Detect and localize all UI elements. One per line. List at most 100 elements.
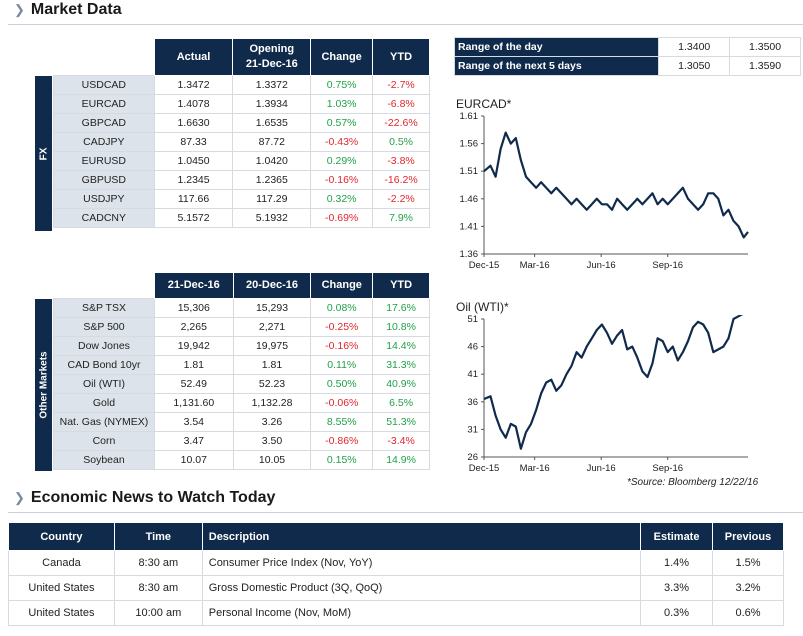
market-label: CAD Bond 10yr [53, 355, 155, 375]
range-high: 1.3500 [729, 37, 801, 57]
fx-actual-value: 1.2345 [153, 170, 234, 190]
fx-change-value: 0.32% [310, 189, 374, 209]
news-time: 10:00 am [113, 600, 203, 626]
market-value-previous: 1.81 [232, 355, 312, 375]
market-value-previous: 15,293 [232, 298, 312, 318]
market-row: S&P 500 2,265 2,271 -0.25% 10.8% [53, 317, 430, 337]
oil-y-tick-label: 26 [467, 452, 478, 463]
market-value-previous: 2,271 [232, 317, 312, 337]
range-row: Range of the day 1.3400 1.3500 [453, 37, 801, 57]
fx-pair-label: GBPUSD [53, 170, 155, 190]
news-table: Country Time Description Estimate Previo… [8, 522, 784, 626]
fx-actual-value: 117.66 [153, 189, 234, 209]
market-change-value: 0.08% [310, 298, 374, 318]
other-header-date1: 21-Dec-16 [153, 272, 234, 299]
other-header-ytd: YTD [372, 272, 430, 299]
fx-change-value: -0.69% [310, 208, 374, 228]
eurcad-x-tick-label: Jun-16 [587, 260, 616, 271]
market-label: S&P 500 [53, 317, 155, 337]
other-markets-side-label: Other Markets [35, 299, 52, 471]
market-ytd-value: 17.6% [372, 298, 430, 318]
market-row: Corn 3.47 3.50 -0.86% -3.4% [53, 431, 430, 451]
fx-opening-value: 1.3372 [232, 75, 312, 95]
market-value-previous: 3.50 [232, 431, 312, 451]
fx-change-value: -0.43% [310, 132, 374, 152]
fx-ytd-value: -6.8% [372, 94, 430, 114]
market-change-value: -0.16% [310, 336, 374, 356]
market-ytd-value: 51.3% [372, 412, 430, 432]
market-label: Dow Jones [53, 336, 155, 356]
market-change-value: 0.11% [310, 355, 374, 375]
fx-opening-value: 117.29 [232, 189, 312, 209]
source-note: *Source: Bloomberg 12/22/16 [627, 477, 759, 488]
chevron-right-icon: ❯ [14, 2, 25, 17]
news-title: Economic News to Watch Today [30, 489, 276, 506]
market-ytd-value: 14.4% [372, 336, 430, 356]
range-high: 1.3590 [729, 56, 801, 76]
market-value-previous: 1,132.28 [232, 393, 312, 413]
news-header-previous: Previous [712, 522, 784, 551]
market-label: Soybean [53, 450, 155, 470]
fx-ytd-value: -22.6% [372, 113, 430, 133]
market-row: Dow Jones 19,942 19,975 -0.16% 14.4% [53, 336, 430, 356]
fx-ytd-value: -3.8% [372, 151, 430, 171]
market-value-previous: 10.05 [232, 450, 312, 470]
news-estimate: 3.3% [640, 575, 714, 601]
news-header-description: Description [201, 522, 642, 551]
news-header-time: Time [113, 522, 203, 551]
fx-header-change: Change [310, 38, 374, 76]
market-label: Gold [53, 393, 155, 413]
news-row: United States 8:30 am Gross Domestic Produ… [8, 575, 784, 601]
market-value-current: 1,131.60 [153, 393, 234, 413]
market-row: S&P TSX 15,306 15,293 0.08% 17.6% [53, 298, 430, 318]
fx-opening-value: 1.3934 [232, 94, 312, 114]
range-label: Range of the day [453, 37, 660, 57]
oil-x-tick-label: Dec-15 [469, 463, 500, 474]
eurcad-y-tick-label: 1.36 [460, 249, 479, 260]
news-country: United States [8, 600, 115, 626]
market-value-current: 3.54 [153, 412, 234, 432]
fx-ytd-value: 7.9% [372, 208, 430, 228]
news-country: United States [8, 575, 115, 601]
oil-y-tick-label: 41 [467, 369, 478, 380]
oil-x-tick-label: Sep-16 [652, 463, 683, 474]
market-change-value: 0.50% [310, 374, 374, 394]
fx-header-actual: Actual [153, 38, 234, 76]
fx-actual-value: 1.4078 [153, 94, 234, 114]
market-row: CAD Bond 10yr 1.81 1.81 0.11% 31.3% [53, 355, 430, 375]
oil-y-tick-label: 46 [467, 342, 478, 353]
market-value-current: 2,265 [153, 317, 234, 337]
fx-actual-value: 1.3472 [153, 75, 234, 95]
market-label: Oil (WTI) [53, 374, 155, 394]
market-row: Oil (WTI) 52.49 52.23 0.50% 40.9% [53, 374, 430, 394]
fx-row: USDJPY 117.66 117.29 0.32% -2.2% [53, 189, 430, 209]
range-label: Range of the next 5 days [453, 56, 660, 76]
fx-table: Actual Opening 21-Dec-16 Change YTD USDCA… [53, 38, 430, 228]
fx-opening-value: 1.0420 [232, 151, 312, 171]
fx-row: USDCAD 1.3472 1.3372 0.75% -2.7% [53, 75, 430, 95]
fx-actual-value: 1.6630 [153, 113, 234, 133]
market-label: Corn [53, 431, 155, 451]
market-value-current: 15,306 [153, 298, 234, 318]
market-value-previous: 52.23 [232, 374, 312, 394]
fx-opening-value: 1.2365 [232, 170, 312, 190]
news-description: Gross Domestic Product (3Q, QoQ) [201, 575, 642, 601]
eurcad-y-tick-label: 1.56 [460, 139, 479, 150]
other-header-date2: 20-Dec-16 [232, 272, 312, 299]
news-time: 8:30 am [113, 575, 203, 601]
market-label: S&P TSX [53, 298, 155, 318]
market-value-current: 52.49 [153, 374, 234, 394]
news-row: United States 10:00 am Personal Income (No… [8, 600, 784, 626]
oil-y-tick-label: 36 [467, 397, 478, 408]
fx-pair-label: EURCAD [53, 94, 155, 114]
news-previous: 0.6% [712, 600, 784, 626]
range-low: 1.3050 [658, 56, 731, 76]
fx-pair-label: USDCAD [53, 75, 155, 95]
market-value-current: 1.81 [153, 355, 234, 375]
fx-actual-value: 87.33 [153, 132, 234, 152]
fx-actual-value: 1.0450 [153, 151, 234, 171]
eurcad-chart-title: EURCAD* [456, 97, 512, 111]
news-estimate: 1.4% [640, 550, 714, 576]
fx-change-value: 0.29% [310, 151, 374, 171]
eurcad-series-line [483, 131, 749, 239]
